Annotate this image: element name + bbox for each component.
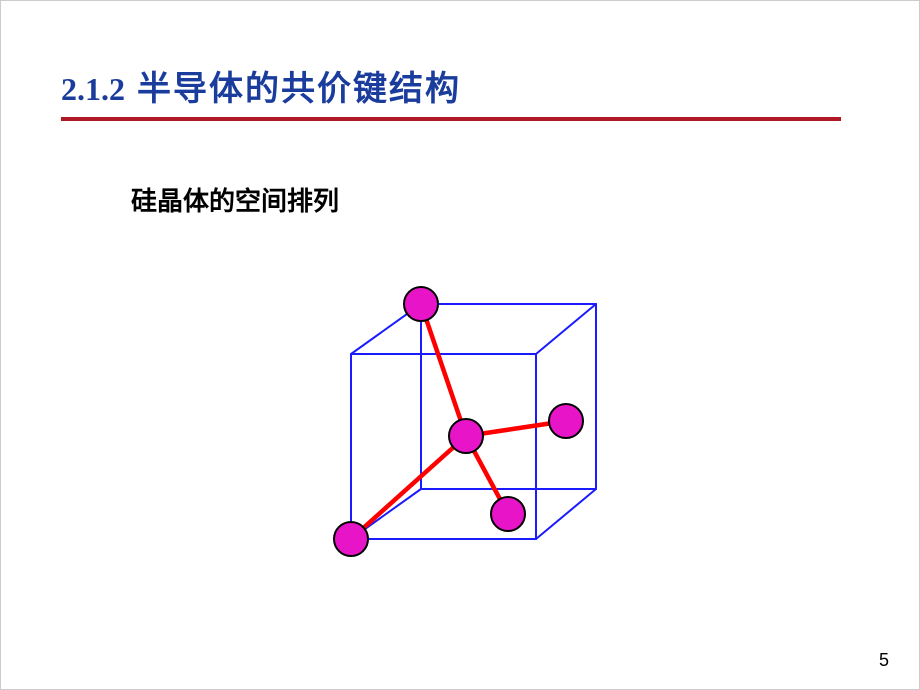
atom-center: [449, 419, 483, 453]
subtitle: 硅晶体的空间排列: [131, 181, 339, 218]
bond-line: [421, 304, 466, 436]
section-number: 2.1.2: [61, 71, 125, 107]
slide: 2.1.2 半导体的共价键结构 硅晶体的空间排列 5: [0, 0, 920, 690]
section-title: 半导体的共价键结构: [137, 70, 461, 108]
title-underline: [61, 117, 841, 121]
bond-line: [351, 436, 466, 539]
slide-title: 2.1.2 半导体的共价键结构: [61, 61, 461, 110]
cube-edge: [536, 304, 596, 354]
crystal-diagram: [291, 279, 601, 579]
cube-edge: [536, 489, 596, 539]
crystal-svg: [291, 279, 601, 579]
atom-right: [549, 404, 583, 438]
atom-bottom: [491, 497, 525, 531]
page-number: 5: [879, 650, 889, 671]
atom-top: [404, 287, 438, 321]
atom-front: [334, 522, 368, 556]
